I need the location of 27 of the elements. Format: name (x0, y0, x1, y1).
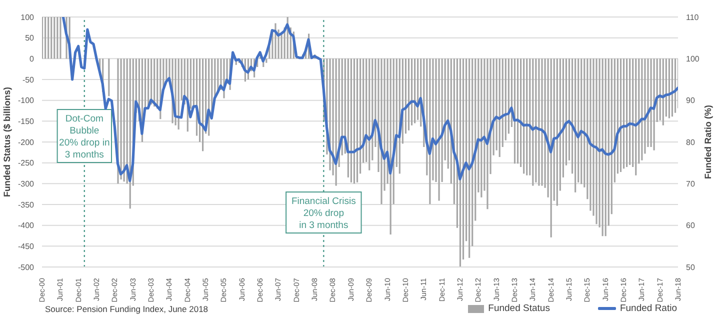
y-tick-label: -100 (18, 96, 35, 106)
y2-tick-label: 100 (686, 54, 700, 64)
y-tick-label: -450 (18, 242, 35, 252)
legend-label: Funded Status (488, 303, 550, 314)
y-tick-label: -200 (18, 138, 35, 147)
y-tick-label: -300 (18, 180, 35, 189)
y-axis-title: Funded Status ($ billions) (2, 87, 12, 197)
y2-tick-label: 80 (686, 138, 696, 147)
y2-tick-label: 70 (686, 180, 696, 189)
y-tick-label: 100 (20, 12, 35, 22)
source-note: Source: Pension Funding Index, June 2018 (45, 304, 208, 314)
y-tick-label: -150 (18, 117, 35, 126)
y-tick-label: -500 (18, 262, 35, 272)
ref-line-label: Dot-Com Bubble 20% drop in 3 months (59, 114, 110, 160)
y2-axis-title: Funded Ratio (%) (703, 105, 714, 179)
y2-tick-label: 60 (686, 221, 696, 230)
y-tick-label: -50 (22, 75, 35, 84)
ref-line-label: Financial Crisis 20% drop in 3 months (291, 196, 356, 231)
y-tick-label: 50 (25, 34, 35, 43)
legend-label: Funded Ratio (620, 303, 677, 314)
y2-tick-label: 50 (686, 262, 696, 272)
y-tick-label: -250 (18, 158, 35, 168)
y2-tick-label: 90 (686, 96, 696, 106)
y-tick-label: 0 (30, 54, 35, 64)
y-tick-label: -350 (18, 200, 35, 210)
y-tick-label: -400 (18, 221, 35, 230)
y2-tick-label: 110 (686, 12, 700, 22)
